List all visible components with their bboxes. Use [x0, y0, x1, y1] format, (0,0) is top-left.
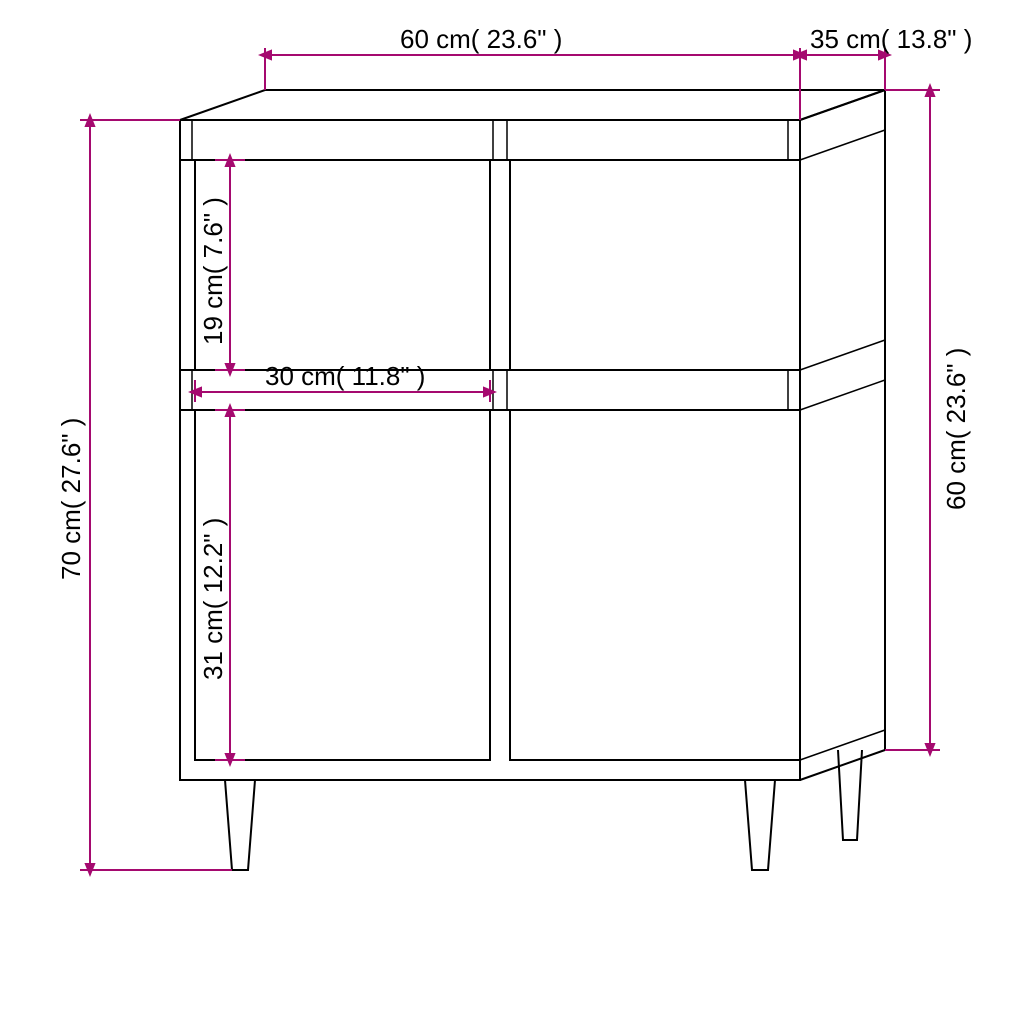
dim-depth-label: 35 cm( 13.8" ) — [810, 24, 972, 54]
dim-panel-width-label: 30 cm( 11.8" ) — [265, 361, 425, 391]
cabinet-top — [180, 90, 885, 120]
dim-panel-width: 30 cm( 11.8" ) — [195, 361, 490, 402]
dim-body-height-label: 60 cm( 23.6" ) — [941, 348, 971, 510]
cabinet-side — [800, 90, 885, 780]
dim-drawer-height: 19 cm( 7.6" ) — [198, 160, 245, 370]
dim-width-label: 60 cm( 23.6" ) — [400, 24, 562, 54]
dim-total-height-label: 70 cm( 27.6" ) — [56, 418, 86, 580]
cabinet-legs — [225, 750, 862, 870]
dim-door-height: 31 cm( 12.2" ) — [198, 410, 245, 760]
dim-body-height: 60 cm( 23.6" ) — [885, 90, 971, 750]
dim-door-height-label: 31 cm( 12.2" ) — [198, 518, 228, 680]
dim-width: 60 cm( 23.6" ) — [265, 24, 800, 120]
cabinet-front — [180, 120, 800, 780]
dim-depth: 35 cm( 13.8" ) — [800, 24, 972, 90]
dimension-diagram: 60 cm( 23.6" ) 35 cm( 13.8" ) 70 cm( 27.… — [0, 0, 1024, 1024]
dim-drawer-height-label: 19 cm( 7.6" ) — [198, 197, 228, 345]
